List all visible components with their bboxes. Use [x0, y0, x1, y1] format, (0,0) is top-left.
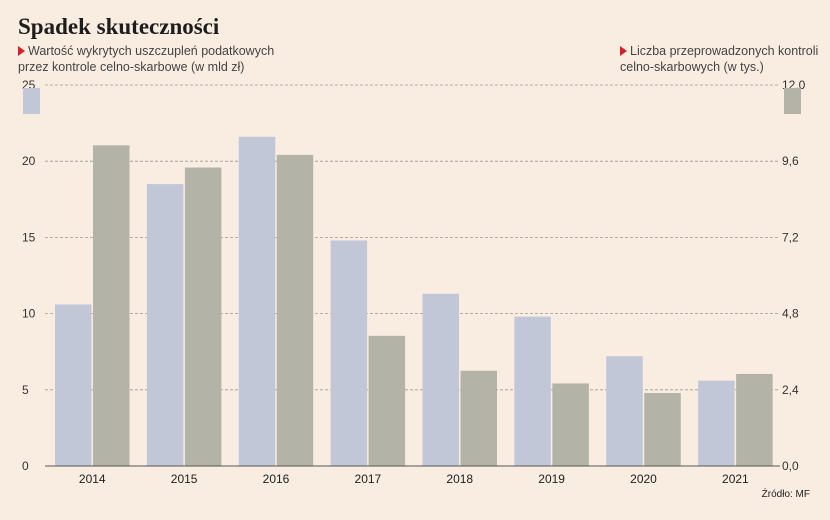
chart-title: Spadek skuteczności	[18, 14, 220, 39]
red-triangle-marker-icon	[18, 46, 25, 56]
bar-right-series	[736, 373, 773, 466]
bar-left-series	[514, 316, 551, 466]
legend-right-series: Liczba przeprowadzonych kontroli celno-s…	[620, 43, 825, 75]
bar-left-series	[698, 380, 735, 466]
y-right-tick-label: 0,0	[782, 459, 799, 473]
bar-right-series	[93, 145, 130, 466]
y-left-tick-label: 15	[22, 230, 36, 244]
bar-right-series	[460, 370, 497, 466]
x-tick-label: 2017	[355, 472, 382, 486]
x-tick-label: 2015	[171, 472, 198, 486]
bar-right-series	[276, 154, 314, 466]
x-tick-label: 2018	[446, 472, 473, 486]
y-left-tick-label: 10	[22, 307, 36, 321]
y-left-tick-label: 0	[22, 459, 29, 473]
legend-left-series: Wartość wykrytych uszczupleń podatkowych…	[18, 43, 308, 75]
legend-right-label: Liczba przeprowadzonych kontroli celno-s…	[620, 44, 819, 74]
x-tick-label: 2014	[79, 472, 106, 486]
bar-left-series	[606, 356, 643, 466]
bar-left-series	[422, 293, 459, 466]
y-right-tick-label: 9,6	[782, 154, 799, 168]
x-tick-label: 2019	[538, 472, 565, 486]
x-tick-label: 2016	[263, 472, 290, 486]
bar-right-series	[644, 392, 681, 466]
right-axis-series-swatch	[784, 88, 801, 114]
bar-right-series	[552, 383, 589, 466]
bar-left-series	[238, 136, 276, 467]
y-left-tick-label: 5	[22, 383, 29, 397]
y-right-tick-label: 7,2	[782, 230, 799, 244]
bar-left-series	[146, 184, 184, 466]
x-tick-label: 2021	[722, 472, 749, 486]
source-note: Źródło: MF	[761, 489, 810, 500]
bar-left-series	[330, 240, 368, 466]
y-right-tick-label: 4,8	[782, 307, 799, 321]
bar-right-series	[184, 167, 222, 467]
bar-left-series	[55, 304, 92, 466]
red-triangle-marker-icon	[620, 46, 627, 56]
left-axis-series-swatch	[23, 88, 40, 114]
legend-left-label: Wartość wykrytych uszczupleń podatkowych…	[18, 44, 275, 74]
x-tick-label: 2020	[630, 472, 657, 486]
bar-right-series	[368, 335, 406, 466]
y-left-tick-label: 20	[22, 154, 36, 168]
y-right-tick-label: 2,4	[782, 383, 799, 397]
